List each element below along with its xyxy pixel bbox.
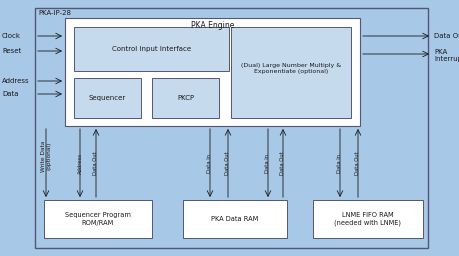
Text: Clock: Clock — [2, 33, 21, 39]
Text: Data In: Data In — [265, 153, 270, 173]
Text: Data Out: Data Out — [93, 151, 98, 175]
Bar — [74, 78, 141, 118]
Text: Sequencer: Sequencer — [89, 95, 126, 101]
Text: Control Input Interface: Control Input Interface — [112, 46, 190, 52]
Text: Data: Data — [2, 91, 18, 97]
Text: (Dual) Large Number Multiply &
Exponentiate (optional): (Dual) Large Number Multiply & Exponenti… — [241, 63, 340, 74]
Text: PKA Engine: PKA Engine — [190, 21, 234, 30]
Text: LNME FIFO RAM
(needed with LNME): LNME FIFO RAM (needed with LNME) — [334, 212, 401, 226]
Text: PKA-IP-28: PKA-IP-28 — [38, 10, 71, 16]
Text: Write Data
(optional): Write Data (optional) — [40, 140, 51, 172]
Text: Data Out: Data Out — [280, 151, 285, 175]
Text: Data Out: Data Out — [433, 33, 459, 39]
Bar — [312, 200, 422, 238]
Text: PKCP: PKCP — [177, 95, 194, 101]
Text: Data In: Data In — [207, 153, 212, 173]
Bar — [35, 8, 427, 248]
Text: Data Out: Data Out — [355, 151, 360, 175]
Bar — [44, 200, 151, 238]
Text: Data In: Data In — [337, 153, 342, 173]
Text: Address: Address — [2, 78, 29, 84]
Text: Data Out: Data Out — [225, 151, 230, 175]
Text: Reset: Reset — [2, 48, 21, 54]
Bar — [183, 200, 286, 238]
Bar — [65, 18, 359, 126]
Bar — [151, 78, 218, 118]
Text: PKA Data RAM: PKA Data RAM — [211, 216, 258, 222]
Bar — [74, 27, 229, 71]
Text: PKA
Interrupts: PKA Interrupts — [433, 49, 459, 62]
Text: Address: Address — [77, 152, 82, 174]
Bar — [230, 27, 350, 118]
Text: Sequencer Program
ROM/RAM: Sequencer Program ROM/RAM — [65, 212, 131, 226]
